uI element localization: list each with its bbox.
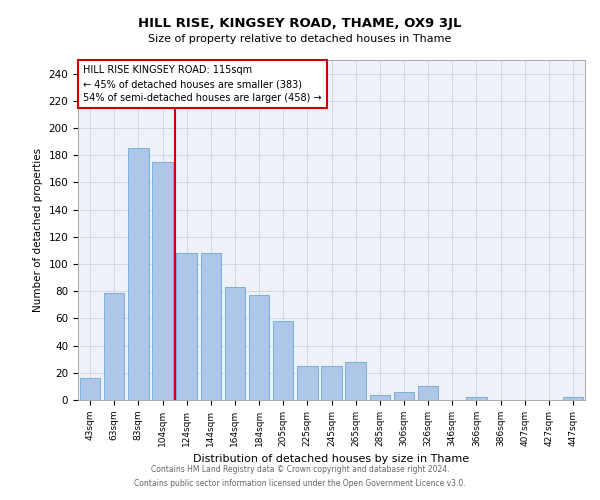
X-axis label: Distribution of detached houses by size in Thame: Distribution of detached houses by size … bbox=[193, 454, 470, 464]
Bar bbox=[152, 162, 173, 400]
Bar bbox=[466, 398, 487, 400]
Bar bbox=[104, 292, 124, 400]
Bar bbox=[321, 366, 342, 400]
Y-axis label: Number of detached properties: Number of detached properties bbox=[33, 148, 43, 312]
Bar bbox=[370, 394, 390, 400]
Bar bbox=[346, 362, 366, 400]
Text: HILL RISE, KINGSEY ROAD, THAME, OX9 3JL: HILL RISE, KINGSEY ROAD, THAME, OX9 3JL bbox=[138, 18, 462, 30]
Bar bbox=[418, 386, 439, 400]
Bar bbox=[394, 392, 414, 400]
Bar bbox=[224, 287, 245, 400]
Bar bbox=[297, 366, 317, 400]
Bar bbox=[128, 148, 149, 400]
Bar bbox=[563, 398, 583, 400]
Bar bbox=[80, 378, 100, 400]
Text: Contains HM Land Registry data © Crown copyright and database right 2024.
Contai: Contains HM Land Registry data © Crown c… bbox=[134, 466, 466, 487]
Bar bbox=[249, 296, 269, 400]
Bar bbox=[200, 253, 221, 400]
Text: HILL RISE KINGSEY ROAD: 115sqm
← 45% of detached houses are smaller (383)
54% of: HILL RISE KINGSEY ROAD: 115sqm ← 45% of … bbox=[83, 65, 322, 103]
Bar bbox=[273, 321, 293, 400]
Text: Size of property relative to detached houses in Thame: Size of property relative to detached ho… bbox=[148, 34, 452, 44]
Bar bbox=[176, 253, 197, 400]
